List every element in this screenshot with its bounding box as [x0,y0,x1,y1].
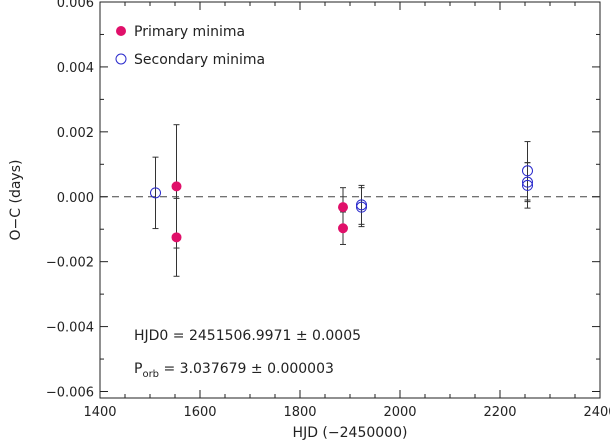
y-tick-label: 0.004 [57,61,94,76]
secondary-minimum-point [522,179,533,191]
x-tick-label: 1800 [283,405,316,420]
porb-value: = 3.037679 ± 0.000003 [159,361,334,377]
x-tick-label: 2200 [483,405,516,420]
y-tick-label: 0.006 [57,0,94,11]
legend-secondary-marker [115,53,127,65]
porb-annotation: Porb = 3.037679 ± 0.000003 [134,361,334,380]
y-tick-label: 0.000 [57,191,94,206]
x-tick-label: 2000 [383,405,416,420]
secondary-minimum-point [522,176,533,188]
porb-subscript: orb [142,369,159,380]
primary-minimum-point [171,181,182,192]
secondary-minimum-point [150,187,161,199]
legend-primary-label: Primary minima [134,24,245,40]
primary-minimum-point [171,232,182,243]
y-tick-label: −0.002 [46,256,94,271]
secondary-minimum-point [522,165,533,177]
y-axis: 0.006 0.004 0.002 0.000 −0.002 −0.004 −0.006 [46,0,600,401]
y-tick-label: 0.002 [57,126,94,141]
x-axis-title: HJD (−2450000) [293,425,408,441]
data-series [150,124,533,277]
y-axis-title: O−C (days) [8,160,24,241]
y-tick-label: −0.006 [46,386,94,401]
legend-secondary-label: Secondary minima [134,52,265,68]
x-tick-label: 1400 [83,405,116,420]
legend-primary-marker [116,26,126,36]
hjd0-annotation: HJD0 = 2451506.9971 ± 0.0005 [134,328,361,344]
secondary-minimum-point [356,201,367,213]
x-tick-label: 1600 [183,405,216,420]
primary-minimum-point [338,202,348,213]
primary-minimum-point [338,223,348,234]
y-tick-label: −0.004 [46,321,94,336]
porb-symbol: P [134,361,142,377]
legend: Primary minima Secondary minima [115,24,265,68]
